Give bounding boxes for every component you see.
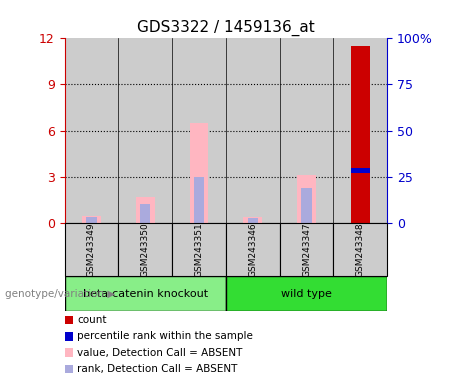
Bar [65,38,118,223]
FancyBboxPatch shape [280,223,333,276]
Bar [243,217,262,223]
Bar [136,197,154,223]
FancyBboxPatch shape [65,276,226,311]
Bar [82,216,101,223]
FancyBboxPatch shape [172,223,226,276]
Bar [226,38,280,223]
Bar [172,38,226,223]
Text: GSM243349: GSM243349 [87,222,96,277]
Bar [248,218,258,223]
Text: GSM243350: GSM243350 [141,222,150,277]
Text: wild type: wild type [281,289,332,299]
Text: rank, Detection Call = ABSENT: rank, Detection Call = ABSENT [77,364,238,374]
Text: genotype/variation ▶: genotype/variation ▶ [5,289,115,299]
Bar [118,38,172,223]
FancyBboxPatch shape [118,223,172,276]
Bar [297,175,316,223]
Bar [86,217,97,223]
FancyBboxPatch shape [333,223,387,276]
Text: GSM243351: GSM243351 [195,222,203,277]
FancyBboxPatch shape [226,223,280,276]
Text: GSM243347: GSM243347 [302,222,311,277]
Text: value, Detection Call = ABSENT: value, Detection Call = ABSENT [77,348,243,358]
Bar [301,188,312,223]
Text: GSM243348: GSM243348 [356,222,365,277]
Text: GSM243346: GSM243346 [248,222,257,277]
Text: percentile rank within the sample: percentile rank within the sample [77,331,254,341]
Bar [194,177,204,223]
Bar [333,38,387,223]
Bar [140,204,150,223]
Bar [351,46,370,223]
Text: beta-catenin knockout: beta-catenin knockout [83,289,208,299]
Text: count: count [77,315,107,325]
FancyBboxPatch shape [65,223,118,276]
FancyBboxPatch shape [226,276,387,311]
Title: GDS3322 / 1459136_at: GDS3322 / 1459136_at [137,20,315,36]
Bar [280,38,333,223]
Bar [189,123,208,223]
Bar [351,168,370,173]
